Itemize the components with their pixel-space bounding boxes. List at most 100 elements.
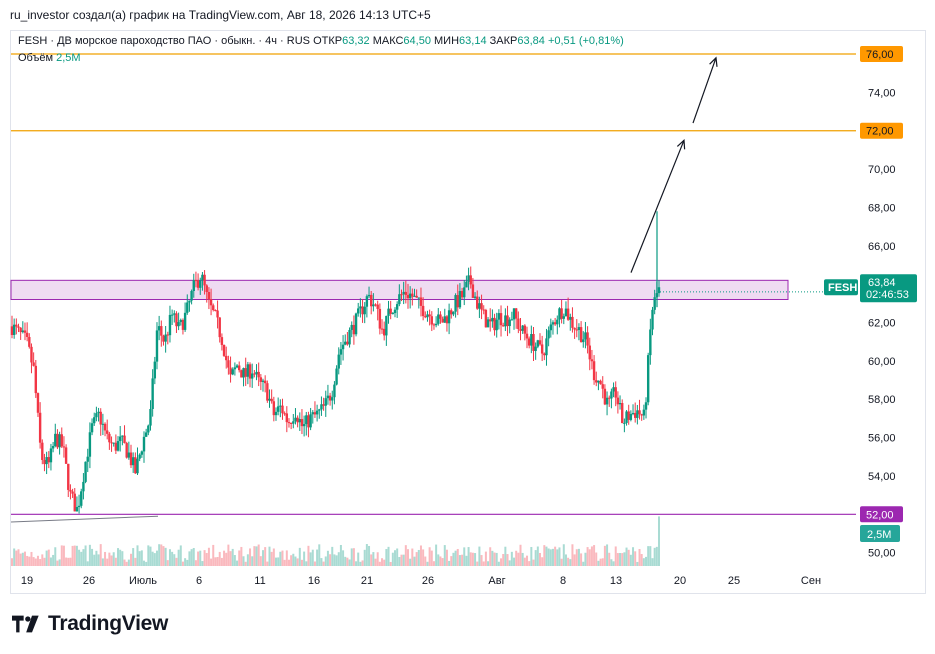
time-label: 11	[254, 575, 265, 587]
volume-bar	[415, 552, 418, 566]
candle-body	[315, 410, 319, 415]
candle-body	[285, 413, 289, 423]
candle-body	[352, 324, 356, 335]
candle-body	[387, 308, 390, 316]
volume-bar	[52, 554, 55, 566]
volume-bar	[621, 553, 624, 566]
candle-body	[106, 430, 109, 434]
candle-body	[469, 275, 472, 285]
candle-body	[370, 294, 373, 307]
volume-bar	[394, 550, 397, 566]
candle-body	[482, 309, 485, 311]
volume-bar	[474, 553, 477, 566]
candle-body	[532, 334, 535, 351]
candle-body	[218, 317, 221, 338]
volume-bar	[158, 544, 161, 566]
candle-body	[153, 361, 157, 379]
volume-bar	[642, 558, 645, 566]
volume-bar	[508, 560, 511, 566]
candle-body	[601, 384, 604, 389]
tradingview-logo[interactable]: TradingView	[12, 612, 168, 636]
volume-bar	[352, 548, 355, 566]
volume-bar	[636, 561, 639, 566]
volume-bar	[417, 549, 420, 566]
candle-body	[543, 353, 546, 356]
volume-bar	[521, 552, 524, 566]
volume-bar	[62, 545, 65, 566]
volume-bar	[253, 546, 256, 566]
volume-bar	[545, 546, 548, 566]
volume-bar	[298, 547, 301, 566]
volume-bar	[502, 553, 505, 566]
candle-body	[560, 308, 563, 319]
level-badge-text: 72,00	[866, 126, 894, 138]
candle-body	[108, 433, 111, 443]
volume-bar	[391, 552, 394, 566]
candle-body	[417, 297, 421, 299]
volume-bar	[307, 545, 310, 566]
volume-bar	[272, 548, 275, 566]
volume-bar	[651, 558, 654, 566]
volume-bar	[225, 552, 228, 566]
volume-bar	[244, 561, 247, 566]
candle-body	[569, 316, 572, 320]
volume-bar	[73, 545, 76, 566]
volume-bar	[430, 550, 433, 566]
candle-body	[519, 329, 522, 331]
candle-body	[45, 457, 48, 465]
volume-bar	[71, 545, 74, 566]
candle-body	[235, 365, 239, 368]
volume-bar	[489, 547, 492, 566]
volume-bar	[482, 561, 485, 566]
volume-bar	[478, 546, 481, 566]
candle-body	[536, 340, 540, 347]
candle-body	[205, 285, 208, 293]
price-tick: 62,00	[868, 318, 896, 330]
volume-bar	[192, 548, 195, 566]
volume-bar	[629, 554, 632, 566]
volume-bar	[160, 544, 163, 566]
candle-body	[350, 324, 353, 330]
volume-bar	[114, 557, 117, 566]
volume-bar	[450, 556, 453, 566]
candle-body	[413, 295, 416, 297]
change-value: +0,51 (+0,81%)	[547, 35, 624, 47]
candle-body	[313, 412, 317, 415]
open-value: 63,32	[342, 35, 370, 47]
volume-bar	[99, 544, 102, 566]
volume-bar	[166, 560, 169, 566]
volume-bar	[361, 560, 364, 566]
forecast-arrows[interactable]	[630, 56, 718, 273]
time-label: Июль	[129, 575, 157, 587]
arrow-to-72	[630, 140, 685, 273]
symbol-legend[interactable]: FESH · ДВ морское пароходство ПАО · обык…	[18, 35, 624, 47]
candle-body	[471, 284, 475, 298]
volume-bar	[595, 552, 598, 566]
volume-bar	[311, 549, 314, 566]
candle-body	[406, 294, 410, 299]
horizontal-levels[interactable]	[10, 53, 856, 523]
volume-bar	[558, 547, 561, 566]
chart-frame	[10, 30, 926, 594]
volume-bar	[56, 560, 59, 566]
volume-bar	[274, 557, 277, 566]
close-label: ЗАКР	[489, 35, 518, 47]
candle-body	[365, 296, 369, 307]
time-axis[interactable]: 19 26 Июль 6 11 16 21 26 Авг 8 13 20 25 Сен	[21, 575, 821, 587]
candle-body	[380, 328, 384, 330]
candle-body	[646, 355, 650, 403]
candle-body	[263, 380, 267, 384]
volume-legend[interactable]: Объём 2,5M	[18, 52, 81, 64]
volume-bar	[177, 549, 180, 566]
symbol-line: FESH · ДВ морское пароходство ПАО · обык…	[18, 35, 310, 47]
candle-body	[168, 314, 172, 336]
candle-body	[38, 412, 42, 443]
candle-body	[588, 345, 591, 360]
candle-body	[553, 322, 557, 325]
candle-body	[261, 380, 265, 382]
volume-bar	[11, 558, 13, 566]
candle-body	[250, 373, 254, 379]
volume-bar	[372, 552, 375, 566]
volume-bar	[121, 551, 124, 566]
